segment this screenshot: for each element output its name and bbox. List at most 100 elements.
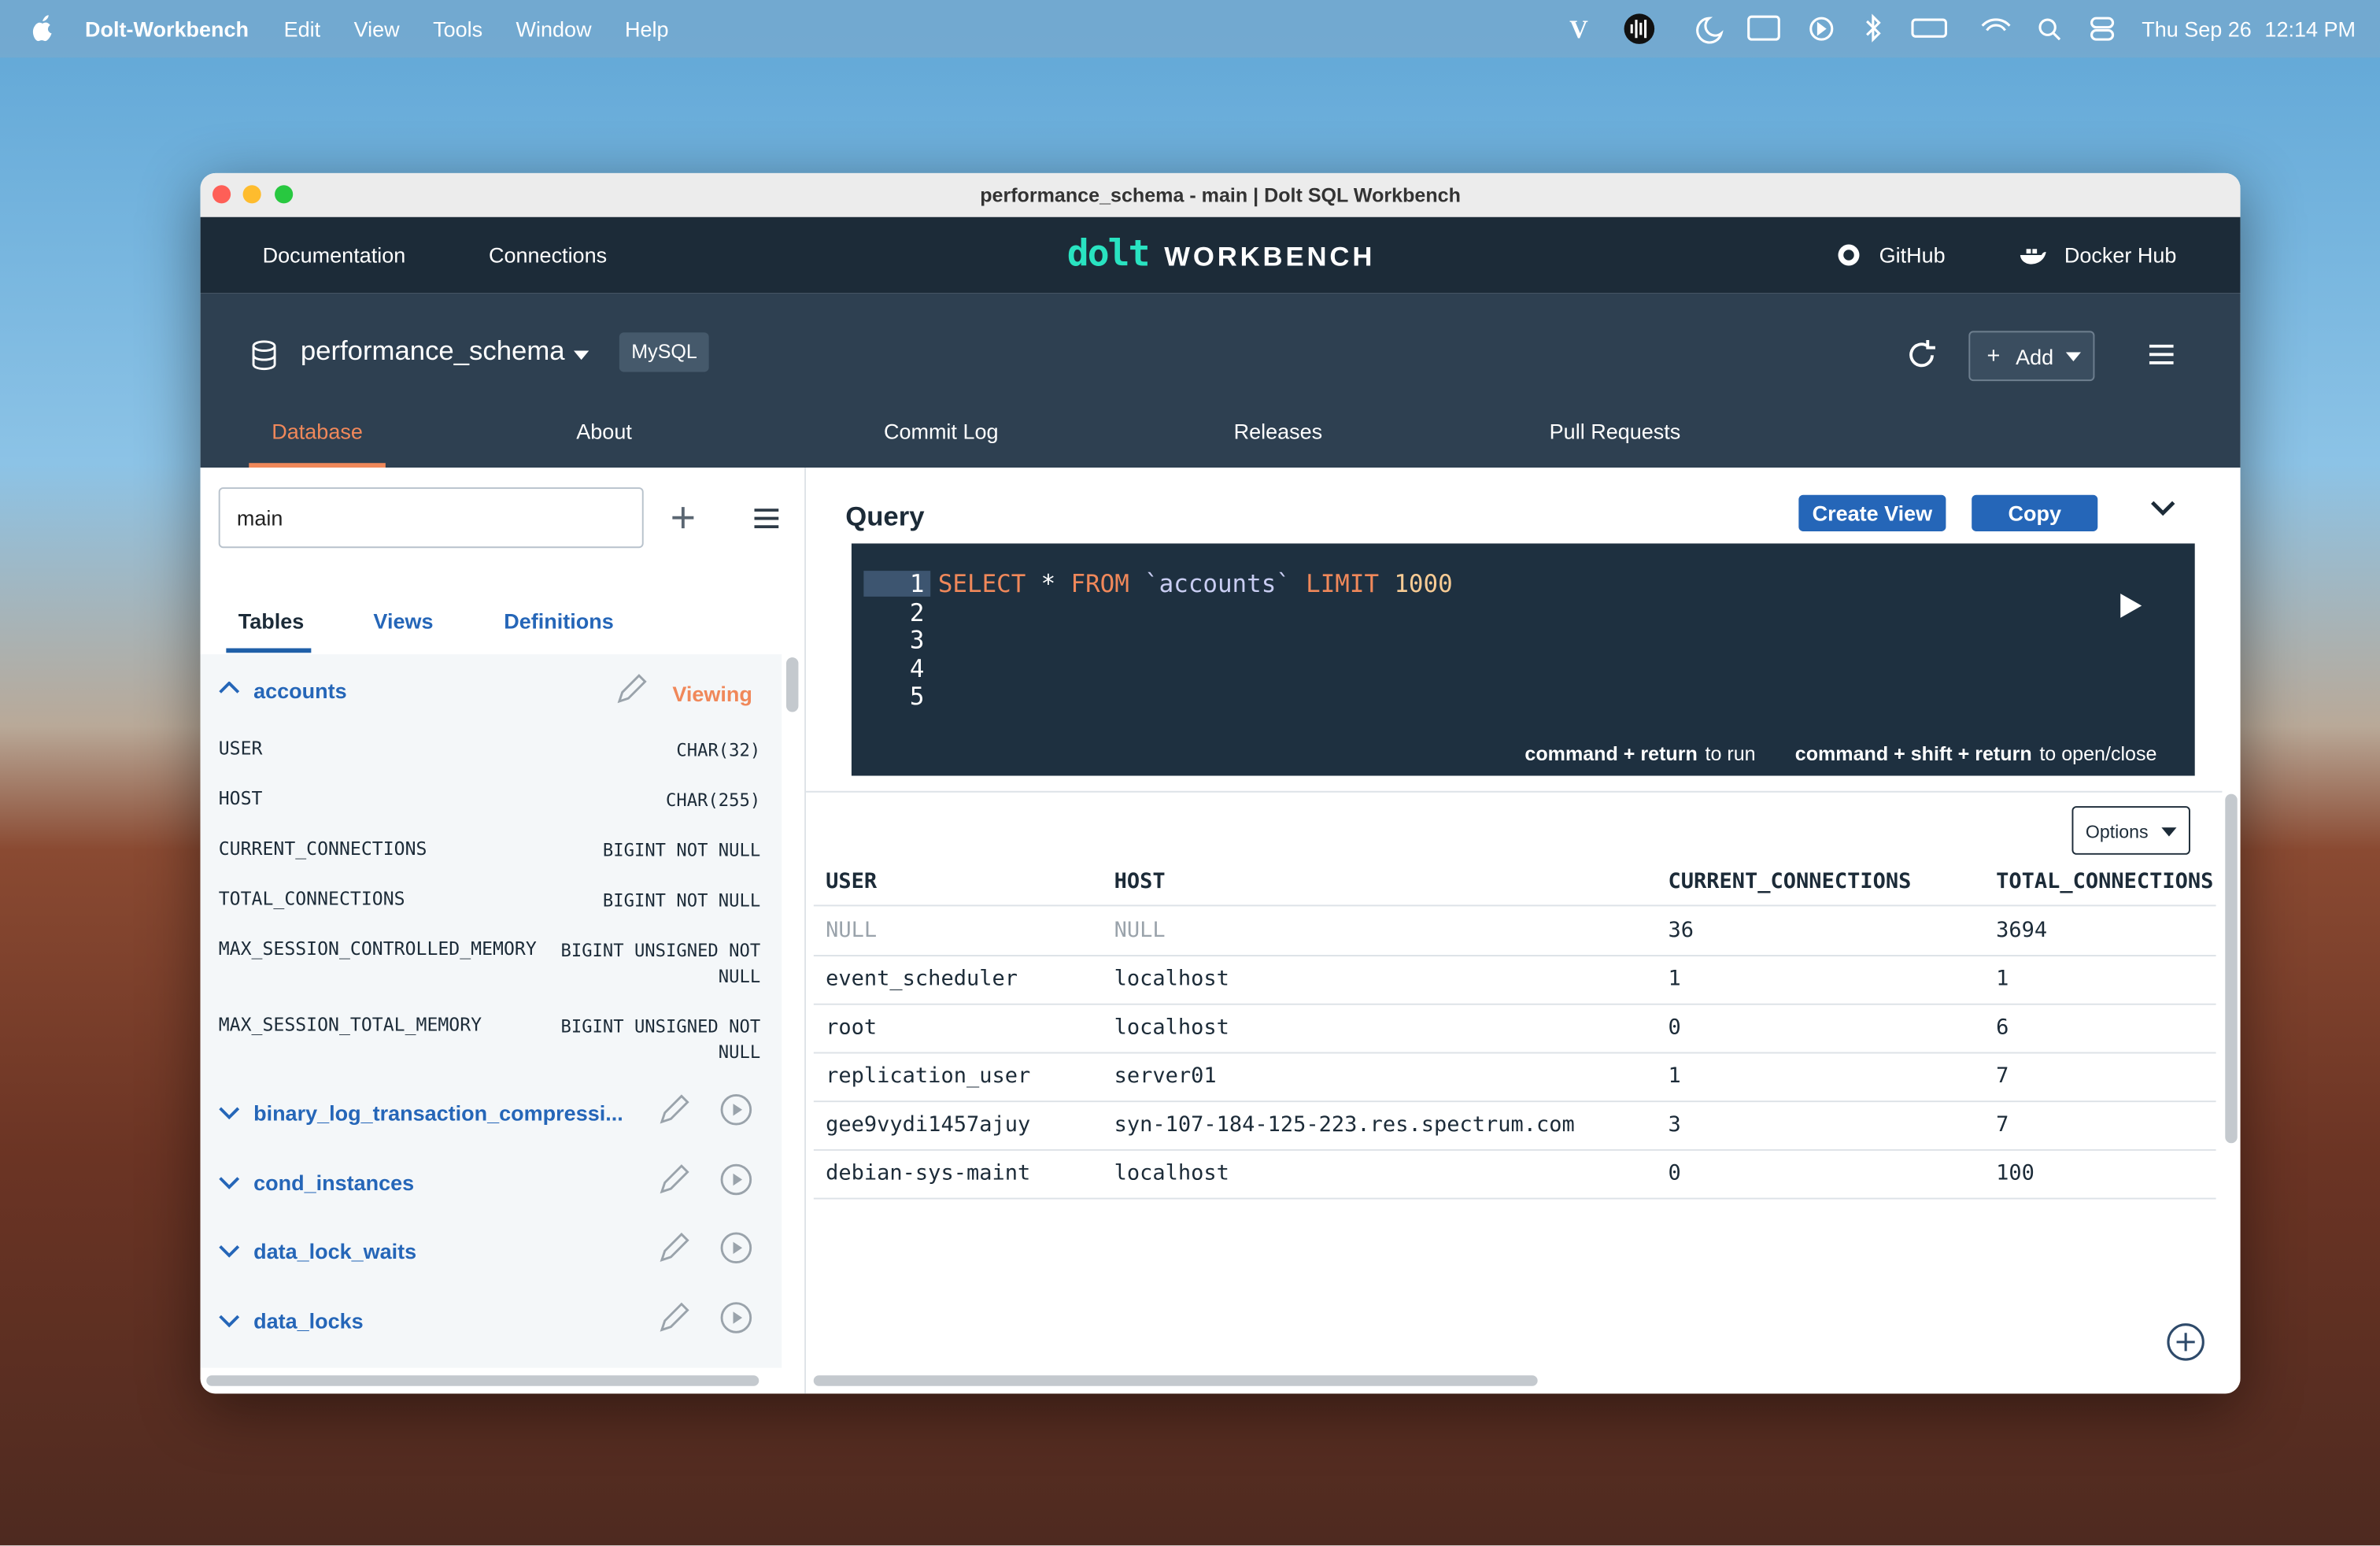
sidebar-tab[interactable]: Views [373, 608, 434, 634]
edit-icon[interactable] [657, 1093, 690, 1126]
refresh-icon[interactable] [1905, 338, 1938, 372]
new-branch-icon[interactable] [671, 505, 695, 530]
sidebar-tab[interactable]: Definitions [504, 608, 614, 634]
sql-editor[interactable]: command + return to run command + shift + … [851, 543, 2195, 776]
database-name[interactable]: performance_schema [300, 335, 565, 366]
expand-icon[interactable] [219, 1315, 240, 1328]
column-name: TOTAL_CONNECTIONS [218, 888, 405, 910]
branch-name: main [236, 505, 283, 531]
cell: event_scheduler [826, 967, 1018, 992]
shortcut-text: to open/close [2039, 742, 2157, 765]
database-tab[interactable]: Commit Log [883, 419, 999, 444]
run-icon[interactable] [719, 1093, 752, 1126]
line-number: 4 [909, 653, 925, 683]
row-border [813, 1197, 2216, 1200]
docker-link[interactable]: Docker Hub [2064, 242, 2177, 268]
table-name[interactable]: cond_instances [253, 1170, 415, 1195]
menu-item[interactable]: Help [624, 17, 669, 42]
divider [806, 790, 2223, 793]
edit-icon[interactable] [657, 1163, 690, 1196]
caret[interactable] [572, 350, 590, 361]
column-header: HOST [1114, 870, 1166, 894]
database-tab[interactable]: Pull Requests [1549, 419, 1681, 444]
row-border [813, 955, 2216, 956]
table-name[interactable]: accounts [253, 679, 347, 703]
expand-icon[interactable] [219, 1245, 240, 1258]
create-view-button[interactable]: Create View [1798, 494, 1946, 531]
column-type: BIGINT NOT NULL [602, 839, 761, 861]
cell: 1 [1668, 1063, 1681, 1089]
table-name[interactable]: binary_log_transaction_compressi... [253, 1100, 623, 1126]
collapse-icon[interactable] [2151, 501, 2175, 516]
logo-mark[interactable]: dolt [1066, 232, 1151, 276]
add-label: Add [2016, 344, 2054, 369]
badge: MySQL [619, 332, 710, 372]
cell: 3 [1668, 1112, 1681, 1137]
shortcut-hints: command + return to run command + shift + … [1524, 742, 2156, 765]
column-type: BIGINT NOT NULL [602, 890, 761, 912]
shortcut-keys: command + shift + return [1794, 742, 2032, 765]
window-controls[interactable] [209, 182, 301, 206]
query-label: Query [845, 501, 925, 531]
edit-icon[interactable] [657, 1301, 690, 1334]
run-icon[interactable] [719, 1301, 752, 1334]
shortcut-hint: command + return to run [1524, 742, 1755, 765]
code-token: 1000 [1394, 569, 1453, 598]
add-row-icon[interactable] [2166, 1322, 2205, 1362]
date: Thu Sep 26 [2142, 17, 2252, 42]
sidebar: main accounts Viewing USER CHAR(32) HOST CHAR… [200, 467, 807, 1394]
menu-item[interactable]: Edit [283, 17, 321, 42]
shortcut-text: to run [1705, 742, 1756, 765]
branch-select[interactable]: main [218, 487, 644, 549]
edit-icon[interactable] [657, 1231, 690, 1264]
column-header: CURRENT_CONNECTIONS [1668, 870, 1912, 894]
query-panel: Query Create View Copy command + return t… [806, 467, 2241, 1394]
github-link[interactable]: GitHub [1879, 242, 1946, 268]
menu-icon[interactable] [754, 509, 779, 529]
app-name[interactable]: Dolt-Workbench [84, 17, 249, 42]
apple-icon[interactable] [31, 13, 55, 43]
menu-item[interactable]: View [353, 17, 400, 42]
menu-item[interactable]: Tools [433, 17, 483, 42]
run-icon[interactable] [719, 1163, 752, 1196]
table-name[interactable]: data_locks [253, 1308, 364, 1333]
cell: localhost [1114, 1161, 1229, 1186]
sidebar-tab[interactable]: Tables [238, 608, 305, 634]
database-tab[interactable]: Releases [1233, 419, 1323, 444]
logo-text[interactable]: WORKBENCH [1164, 241, 1376, 272]
row-border [813, 1052, 2216, 1054]
nav-link[interactable]: Documentation [262, 242, 406, 268]
run-button[interactable] [2119, 592, 2143, 620]
options-button[interactable]: Options [2071, 806, 2190, 855]
edit-icon[interactable] [615, 672, 648, 705]
expand-icon[interactable] [219, 1107, 240, 1120]
column-type: CHAR(255) [666, 789, 761, 811]
menu-item[interactable]: Window [516, 17, 592, 42]
scrollbar [813, 1375, 1538, 1386]
time: 12:14 PM [2264, 17, 2356, 42]
docker-icon [2020, 249, 2046, 264]
column-header: TOTAL_CONNECTIONS [1996, 870, 2214, 894]
table-list: accounts Viewing USER CHAR(32) HOST CHAR(255)… [200, 654, 782, 1368]
expand-icon[interactable] [219, 1177, 240, 1190]
database-tab[interactable]: Database [272, 419, 363, 444]
active-table: accounts Viewing USER CHAR(32) HOST CHAR(255)… [200, 654, 782, 1086]
cell: debian-sys-maint [826, 1161, 1031, 1186]
cell: 0 [1668, 1161, 1681, 1186]
table-name[interactable]: data_lock_waits [253, 1238, 417, 1263]
add-button[interactable]: + Add [1968, 331, 2095, 382]
row-border [813, 1003, 2216, 1005]
code-token: LIMIT [1306, 569, 1380, 598]
database-tab[interactable]: About [576, 419, 632, 444]
copy-button[interactable]: Copy [1972, 494, 2098, 531]
header-border [813, 904, 2216, 907]
run-icon[interactable] [719, 1231, 752, 1264]
nav-link[interactable]: Connections [488, 242, 608, 268]
collapse-icon[interactable] [219, 681, 240, 909]
cell: gee9vydi1457ajuy [826, 1112, 1031, 1137]
column-name: CURRENT_CONNECTIONS [218, 838, 427, 860]
menu-icon[interactable] [2149, 344, 2174, 364]
github-icon [1838, 244, 1860, 266]
column-header: USER [826, 870, 878, 894]
